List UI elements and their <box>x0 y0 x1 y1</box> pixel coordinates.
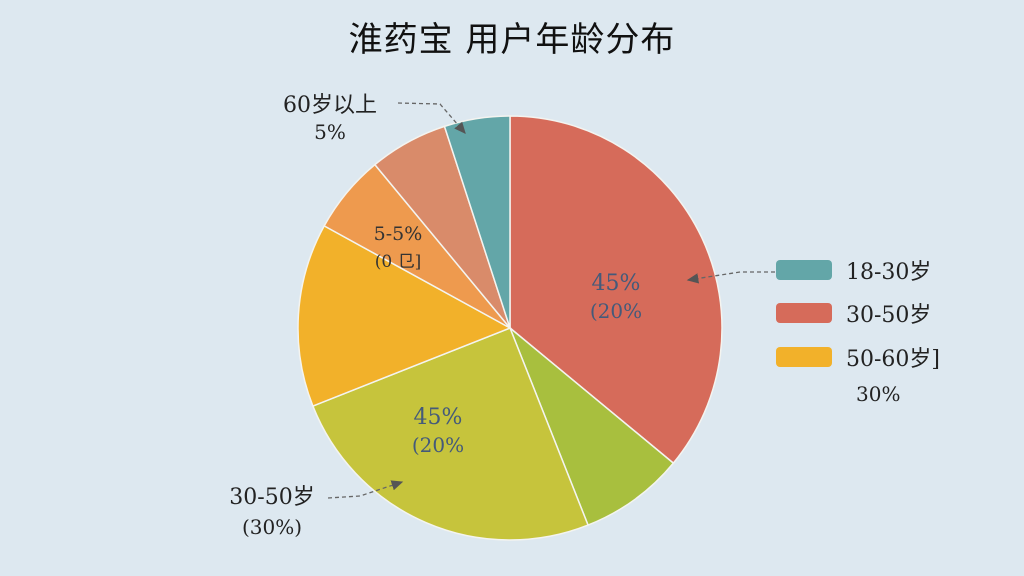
legend-item-50-60: 50-60岁] <box>776 342 940 372</box>
chart-title: 淮药宝 用户年龄分布 <box>348 20 676 60</box>
legend-label: 50-60岁] <box>846 347 941 372</box>
annotation-1-line-1: (0 㔾] <box>375 252 421 272</box>
annotation-2-line-1: (20% <box>590 299 642 323</box>
annotation-3-line-0: 45% <box>414 405 463 430</box>
annotation-2-line-0: 45% <box>592 271 641 296</box>
legend-item-30-50: 30-50岁 <box>776 298 931 328</box>
annotation-3-line-1: (20% <box>412 433 464 457</box>
annotation-1-line-0: 5-5% <box>374 223 423 245</box>
pie-slice-0 <box>509 115 723 465</box>
legend-swatch <box>776 260 832 280</box>
pie-slice-2 <box>311 327 590 541</box>
annotation-4-line-0: 30-50岁 <box>229 485 314 510</box>
annotation-0-line-1: 5% <box>314 120 346 144</box>
legend-swatch <box>776 303 832 323</box>
pie-slice-6 <box>443 115 511 329</box>
pie-slice-3 <box>297 224 512 408</box>
legend-label: 30-50岁 <box>846 303 932 328</box>
legend-note: 30% <box>856 382 901 406</box>
legend-item-18-30: 18-30岁 <box>776 255 931 285</box>
leader-30-50-bottom <box>327 480 404 499</box>
annotation-4-line-1: (30%) <box>242 515 302 539</box>
annotation-0-line-0: 60岁以上 <box>283 93 377 118</box>
leader-60-plus <box>397 102 466 134</box>
pie-slice-1 <box>509 327 675 527</box>
legend-label: 18-30岁 <box>846 260 932 285</box>
leader-30-50-slice <box>686 271 775 284</box>
legend-swatch <box>776 347 832 367</box>
